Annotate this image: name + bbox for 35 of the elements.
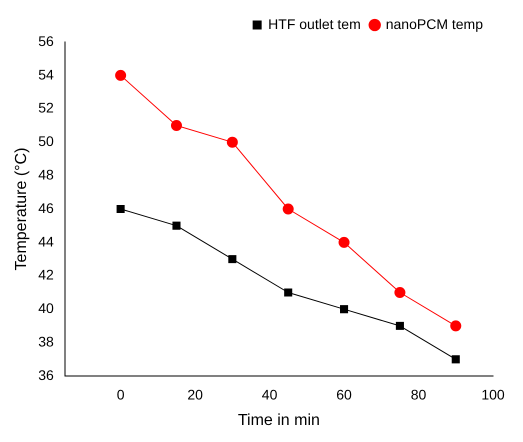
- x-tick-label: 80: [410, 386, 427, 402]
- y-tick-label: 48: [38, 166, 54, 182]
- y-tick-label: 56: [38, 32, 54, 49]
- point: [172, 222, 181, 230]
- x-tick-label: 40: [262, 386, 278, 402]
- y-tick-label: 44: [38, 233, 54, 250]
- x-tick-label: 0: [116, 386, 125, 402]
- y-tick-label: 40: [38, 300, 54, 316]
- point: [450, 320, 462, 332]
- point: [338, 236, 350, 248]
- point: [116, 204, 125, 214]
- point: [282, 204, 294, 214]
- y-tick-label: 46: [38, 200, 54, 216]
- point: [394, 287, 406, 298]
- legend-label: nanoPCM temp: [386, 16, 484, 32]
- y-tick-label: 42: [38, 266, 54, 283]
- x-axis-title: Time in min: [238, 412, 320, 429]
- point: [115, 70, 126, 81]
- y-tick-label: 36: [38, 366, 54, 383]
- point: [228, 255, 236, 264]
- y-tick-label: 52: [38, 100, 54, 116]
- point: [226, 136, 238, 148]
- point: [170, 120, 182, 131]
- legend-label: HTF outlet tem: [268, 16, 361, 32]
- point: [452, 355, 460, 364]
- x-tick-label: 100: [481, 386, 505, 402]
- y-tick-label: 38: [38, 333, 54, 350]
- y-tick-label: 50: [38, 133, 54, 150]
- x-tick-label: 20: [187, 386, 204, 402]
- point: [396, 322, 404, 330]
- y-axis-title: Temperature (°C): [13, 148, 30, 270]
- x-tick-label: 60: [336, 386, 352, 402]
- point: [284, 288, 292, 297]
- y-tick-label: 54: [38, 66, 54, 82]
- point: [340, 305, 348, 314]
